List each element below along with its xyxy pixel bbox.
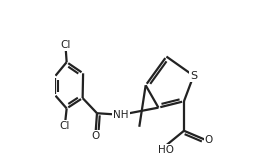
Text: O: O	[205, 135, 213, 145]
Text: O: O	[91, 131, 100, 141]
Text: S: S	[190, 71, 197, 81]
Text: HO: HO	[158, 145, 174, 155]
Text: Cl: Cl	[60, 40, 70, 50]
Text: Cl: Cl	[59, 121, 69, 131]
Text: NH: NH	[113, 110, 129, 120]
